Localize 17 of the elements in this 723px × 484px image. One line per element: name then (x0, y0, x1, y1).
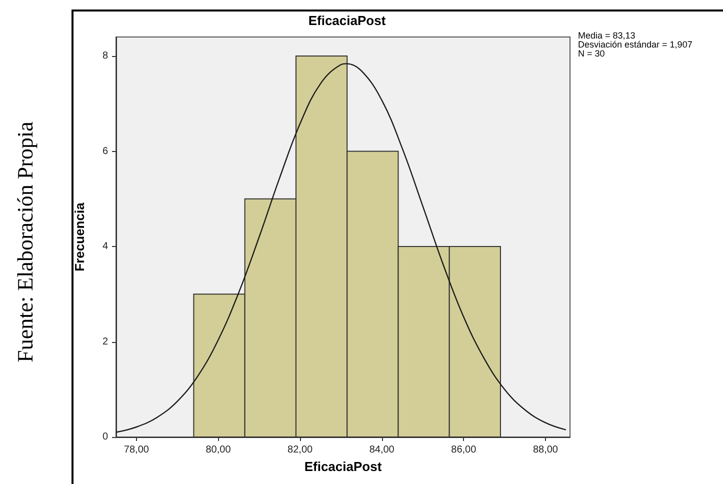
chart-title: EficaciaPost (308, 13, 386, 28)
y-axis-title: Frecuencia (72, 202, 87, 272)
x-tick-label: 80,00 (206, 444, 232, 456)
x-tick-label: 86,00 (451, 444, 477, 456)
y-tick-label: 4 (102, 241, 108, 252)
x-tick-label: 84,00 (369, 444, 395, 456)
y-tick-label: 2 (102, 336, 108, 348)
y-tick-label: 8 (102, 50, 108, 62)
source-note: Fuente: Elaboración Propia (12, 121, 38, 362)
y-tick-label: 6 (102, 146, 108, 157)
line-series (115, 63, 567, 433)
x-axis-title: EficaciaPost (304, 458, 382, 474)
x-tick-label: 78,00 (124, 444, 150, 456)
y-tick-label: 0 (102, 432, 108, 442)
x-tick-label: 88,00 (532, 444, 558, 456)
text: Media = 83,13 Desviación estándar = 1,907 N = 30 (578, 30, 692, 58)
x-tick-label: 82,00 (288, 444, 313, 456)
